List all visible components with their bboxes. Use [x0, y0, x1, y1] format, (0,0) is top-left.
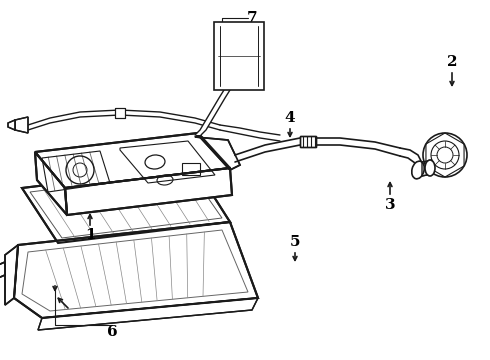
Polygon shape — [28, 110, 220, 130]
Text: 6: 6 — [107, 325, 117, 339]
Bar — [214, 22, 264, 90]
Text: 1: 1 — [85, 228, 96, 242]
Polygon shape — [35, 152, 67, 215]
Ellipse shape — [412, 161, 424, 179]
Text: 2: 2 — [447, 55, 457, 69]
Polygon shape — [35, 133, 230, 188]
Polygon shape — [8, 120, 15, 130]
Circle shape — [423, 133, 467, 177]
Polygon shape — [38, 298, 258, 330]
Polygon shape — [115, 108, 125, 118]
Polygon shape — [400, 148, 422, 178]
Polygon shape — [65, 168, 232, 215]
Polygon shape — [235, 138, 400, 162]
Polygon shape — [422, 160, 432, 176]
Polygon shape — [220, 125, 280, 141]
Polygon shape — [22, 167, 230, 243]
Polygon shape — [15, 117, 28, 133]
Polygon shape — [195, 90, 230, 135]
Polygon shape — [195, 135, 240, 170]
Text: 4: 4 — [285, 111, 295, 125]
Polygon shape — [300, 136, 316, 147]
Ellipse shape — [425, 160, 435, 176]
Text: 5: 5 — [290, 235, 300, 249]
Polygon shape — [0, 262, 5, 278]
Polygon shape — [5, 245, 18, 305]
Polygon shape — [14, 222, 258, 318]
Text: 3: 3 — [385, 198, 395, 212]
Text: 7: 7 — [246, 11, 257, 25]
